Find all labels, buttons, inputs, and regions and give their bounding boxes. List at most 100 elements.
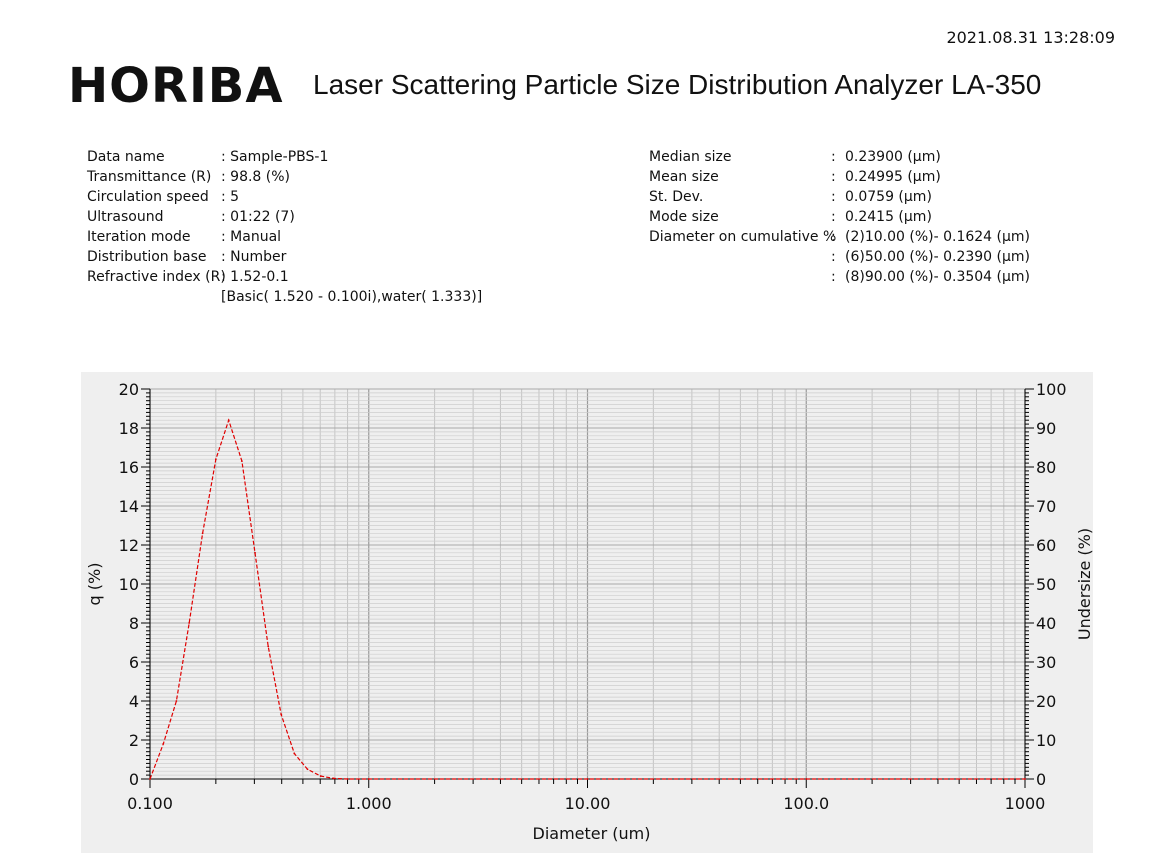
result-value: 0.24995 (μm) <box>845 169 941 185</box>
y-tick-label: 0 <box>129 770 139 789</box>
data-point <box>201 532 204 535</box>
y-tick-label: 18 <box>119 419 139 438</box>
y2-tick-label: 10 <box>1036 731 1056 750</box>
info-row: Ultrasound: 01:22 (7) <box>87 207 587 227</box>
series-line <box>149 418 1025 780</box>
y2-tick-label: 80 <box>1036 458 1056 477</box>
x-axis-label: Diameter (um) <box>533 824 651 843</box>
page-title: Laser Scattering Particle Size Distribut… <box>313 69 1042 100</box>
y2-tick-label: 60 <box>1036 536 1056 555</box>
result-value: 0.0759 (μm) <box>845 189 932 205</box>
info-label: Refractive index (R) <box>87 269 226 285</box>
measurement-conditions: Data name: Sample-PBS-1 Transmittance (R… <box>87 147 587 307</box>
info-row: Transmittance (R) : 98.8 (%) <box>87 167 587 187</box>
data-point <box>293 752 296 755</box>
y2-tick-label: 20 <box>1036 692 1056 711</box>
timestamp: 2021.08.31 13:28:09 <box>946 28 1115 47</box>
info-row: Circulation speed : 5 <box>87 187 587 207</box>
y2-axis-label: Undersize (%) <box>1075 528 1094 640</box>
y-tick-label: 12 <box>119 536 139 555</box>
x-tick-label: 10.00 <box>565 794 611 813</box>
chart-grid <box>149 388 1026 780</box>
y-tick-label: 14 <box>119 497 139 516</box>
result-value: (6)50.00 (%)- 0.2390 (μm) <box>845 249 1030 265</box>
data-point <box>367 778 370 780</box>
x-tick-label: 1.000 <box>346 794 392 813</box>
y2-tick-label: 100 <box>1036 380 1067 399</box>
y2-tick-label: 70 <box>1036 497 1056 516</box>
data-point <box>306 768 309 771</box>
info-value: : 98.8 (%) <box>221 169 291 185</box>
info-row: Refractive index (R): 1.52-0.1 <box>87 267 587 287</box>
result-separator: : <box>831 169 836 185</box>
chart-labels: 0246810121416182001020304050607080901000… <box>85 380 1094 843</box>
result-value: 0.23900 (μm) <box>845 149 941 165</box>
measurement-results: Median size: 0.23900 (μm) Mean size: 0.2… <box>649 147 1069 287</box>
y-tick-label: 8 <box>129 614 139 633</box>
data-point <box>175 700 178 702</box>
data-point <box>162 743 165 745</box>
y2-tick-label: 40 <box>1036 614 1056 633</box>
data-point <box>267 645 270 648</box>
data-point <box>332 777 335 780</box>
result-label: Median size <box>649 149 732 165</box>
result-separator: : <box>831 249 836 265</box>
result-separator: : <box>831 269 836 285</box>
y-tick-label: 4 <box>129 692 139 711</box>
brand-logo: HORIBA <box>68 58 284 114</box>
data-point <box>240 460 243 463</box>
data-point <box>254 551 256 554</box>
y2-tick-label: 90 <box>1036 419 1056 438</box>
info-value: : 5 <box>221 189 240 205</box>
y-tick-label: 20 <box>119 380 139 399</box>
result-label: Diameter on cumulative % <box>649 229 837 245</box>
info-label: Transmittance (R) <box>87 169 212 185</box>
y2-tick-label: 30 <box>1036 653 1056 672</box>
y-tick-label: 6 <box>129 653 139 672</box>
data-point <box>188 622 191 624</box>
result-row: Mean size: 0.24995 (μm) <box>649 167 1069 187</box>
result-row: : (8)90.00 (%)- 0.3504 (μm) <box>649 267 1069 287</box>
info-row: Data name: Sample-PBS-1 <box>87 147 587 167</box>
data-point <box>319 775 322 777</box>
info-row: [Basic( 1.520 - 0.100i),water( 1.333)] <box>87 287 587 307</box>
y2-tick-label: 50 <box>1036 575 1056 594</box>
y-axis-label: q (%) <box>85 563 104 606</box>
info-value: [Basic( 1.520 - 0.100i),water( 1.333)] <box>221 289 483 305</box>
x-tick-label: 100.0 <box>783 794 829 813</box>
data-point <box>149 778 151 780</box>
result-row: Median size: 0.23900 (μm) <box>649 147 1069 167</box>
data-point <box>280 713 283 716</box>
info-label: Distribution base <box>87 249 207 265</box>
result-row: Mode size: 0.2415 (μm) <box>649 207 1069 227</box>
y-tick-label: 16 <box>119 458 139 477</box>
result-separator: : <box>831 209 836 225</box>
result-row: : (6)50.00 (%)- 0.2390 (μm) <box>649 247 1069 267</box>
result-value: 0.2415 (μm) <box>845 209 932 225</box>
data-point <box>227 419 230 422</box>
result-row: St. Dev.: 0.0759 (μm) <box>649 187 1069 207</box>
info-value: : Sample-PBS-1 <box>221 149 329 165</box>
result-value: (8)90.00 (%)- 0.3504 (μm) <box>845 269 1030 285</box>
chart-series <box>149 418 1026 780</box>
data-point <box>214 458 217 461</box>
result-label: Mode size <box>649 209 719 225</box>
info-row: Distribution base: Number <box>87 247 587 267</box>
data-point <box>586 778 589 780</box>
info-value: : 01:22 (7) <box>221 209 295 225</box>
info-value: : 1.52-0.1 <box>221 269 289 285</box>
y-tick-label: 2 <box>129 731 139 750</box>
info-label: Iteration mode <box>87 229 191 245</box>
data-point <box>805 778 808 780</box>
info-value: : Manual <box>221 229 282 245</box>
data-point <box>1024 778 1026 780</box>
result-separator: : <box>831 189 836 205</box>
result-row: Diameter on cumulative %: (2)10.00 (%)- 0… <box>649 227 1069 247</box>
info-row: Iteration mode : Manual <box>87 227 587 247</box>
result-label: St. Dev. <box>649 189 704 205</box>
y-tick-label: 10 <box>119 575 139 594</box>
result-label: Mean size <box>649 169 719 185</box>
x-tick-label: 1000 <box>1005 794 1046 813</box>
info-label: Circulation speed <box>87 189 209 205</box>
